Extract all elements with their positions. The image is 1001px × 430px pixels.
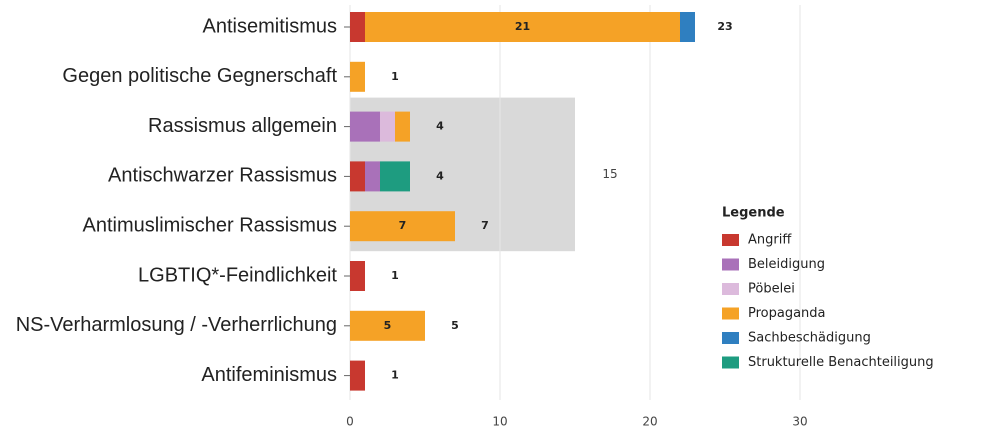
legend-title: Legende bbox=[722, 206, 785, 221]
category-label: Antimuslimischer Rassismus bbox=[83, 214, 338, 236]
x-tick-label: 20 bbox=[642, 415, 657, 429]
bar-segment bbox=[350, 61, 365, 92]
legend-swatch bbox=[722, 332, 739, 344]
legend-label: Pöbelei bbox=[748, 282, 795, 297]
bar-segment bbox=[365, 161, 380, 192]
legend-swatch bbox=[722, 307, 739, 320]
bar-segment bbox=[680, 12, 695, 42]
highlight-label: 15 bbox=[602, 167, 617, 181]
category-label: Antifeminismus bbox=[201, 364, 337, 386]
category-label: Antischwarzer Rassismus bbox=[108, 165, 337, 187]
category-label: LGBTIQ*-Feindlichkeit bbox=[138, 264, 337, 286]
bar-segment bbox=[350, 261, 365, 291]
legend-swatch bbox=[722, 283, 739, 295]
legend-swatch bbox=[722, 356, 739, 369]
total-label: 4 bbox=[436, 169, 444, 182]
legend-swatch bbox=[722, 234, 739, 246]
total-label: 7 bbox=[481, 219, 489, 232]
bar-segment bbox=[350, 111, 380, 142]
legend-label: Beleidigung bbox=[748, 257, 825, 272]
total-label: 5 bbox=[451, 319, 459, 332]
total-label: 1 bbox=[391, 70, 399, 83]
bar-segment bbox=[350, 12, 365, 42]
total-label: 1 bbox=[391, 369, 399, 382]
total-label: 4 bbox=[436, 120, 444, 133]
bar-segment bbox=[365, 12, 680, 42]
bar-segment bbox=[350, 360, 365, 391]
category-label: Gegen politische Gegnerschaft bbox=[62, 65, 337, 87]
bar-segment bbox=[350, 310, 425, 341]
legend-label: Strukturelle Benachteiligung bbox=[748, 355, 934, 370]
legend-swatch bbox=[722, 258, 739, 271]
x-tick-label: 30 bbox=[792, 415, 807, 429]
x-tick-label: 0 bbox=[346, 415, 354, 429]
bar-segment bbox=[380, 111, 395, 142]
bar-segment bbox=[350, 211, 455, 242]
total-label: 1 bbox=[391, 269, 399, 282]
legend-label: Angriff bbox=[748, 233, 792, 248]
legend-label: Sachbeschädigung bbox=[748, 331, 871, 346]
category-label: Rassismus allgemein bbox=[148, 115, 337, 137]
bar-value-label: 5 bbox=[384, 319, 392, 332]
bar-segment bbox=[380, 161, 410, 192]
category-label: Antisemitismus bbox=[203, 15, 337, 37]
bar-value-label: 7 bbox=[399, 219, 407, 232]
category-label: NS-Verharmlosung / -Verherrlichung bbox=[16, 314, 337, 336]
bar-value-label: 21 bbox=[515, 20, 530, 33]
total-label: 23 bbox=[717, 20, 732, 33]
bar-segment bbox=[350, 161, 365, 192]
legend-label: Propaganda bbox=[748, 306, 826, 321]
bar-segment bbox=[395, 111, 410, 142]
x-tick-label: 10 bbox=[492, 415, 507, 429]
